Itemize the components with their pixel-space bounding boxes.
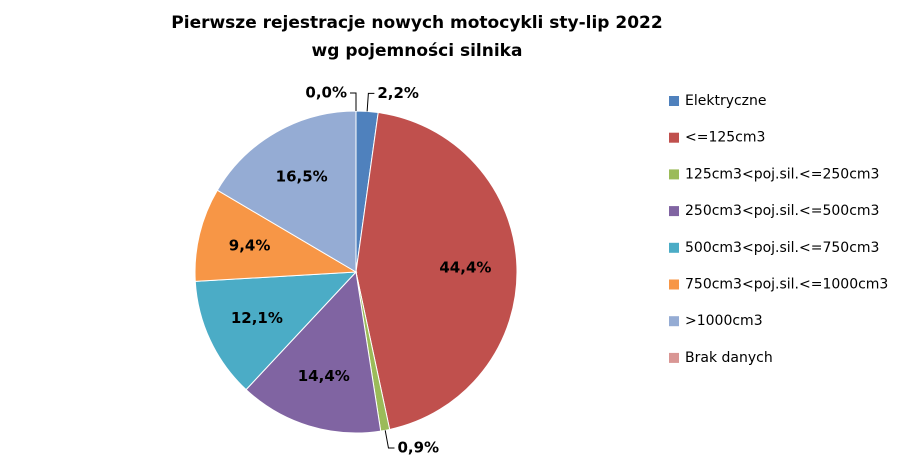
legend-swatch bbox=[669, 132, 679, 143]
legend-swatch bbox=[669, 169, 679, 180]
legend-label: <=125cm3 bbox=[685, 130, 765, 146]
legend-label: 125cm3<poj.sil.<=250cm3 bbox=[685, 166, 879, 182]
legend-label: >1000cm3 bbox=[685, 313, 763, 329]
data-label: 0,9% bbox=[397, 439, 439, 457]
pie-slice bbox=[194, 271, 358, 391]
data-label: 9,4% bbox=[229, 237, 271, 255]
pie-slice bbox=[194, 189, 358, 282]
legend-label: Elektryczne bbox=[685, 93, 767, 109]
pie-slice bbox=[355, 111, 518, 431]
data-label: 16,5% bbox=[276, 167, 328, 185]
legend-swatch bbox=[669, 242, 679, 253]
legend-swatch bbox=[669, 352, 679, 363]
chart-subtitle: wg pojemności silnika bbox=[312, 41, 523, 61]
legend-label: 250cm3<poj.sil.<=500cm3 bbox=[685, 203, 879, 219]
leader-line bbox=[350, 92, 357, 111]
pie-slice bbox=[245, 270, 382, 434]
data-label: 2,2% bbox=[377, 84, 419, 102]
data-label: 44,4% bbox=[439, 259, 491, 277]
leader-line bbox=[366, 92, 375, 112]
legend-label: Brak danych bbox=[685, 350, 773, 366]
data-label: 0,0% bbox=[305, 84, 347, 102]
legend-label: 750cm3<poj.sil.<=1000cm3 bbox=[685, 277, 888, 293]
legend-swatch bbox=[669, 316, 679, 327]
legend-swatch bbox=[669, 206, 679, 217]
legend-label: 500cm3<poj.sil.<=750cm3 bbox=[685, 240, 879, 256]
legend-swatch bbox=[669, 279, 679, 290]
leader-line bbox=[384, 430, 395, 449]
data-label: 14,4% bbox=[298, 367, 350, 385]
pie-slice bbox=[216, 110, 357, 273]
chart-title: Pierwsze rejestracje nowych motocykli st… bbox=[171, 13, 662, 33]
data-label: 12,1% bbox=[231, 309, 283, 327]
legend-swatch bbox=[669, 96, 679, 106]
